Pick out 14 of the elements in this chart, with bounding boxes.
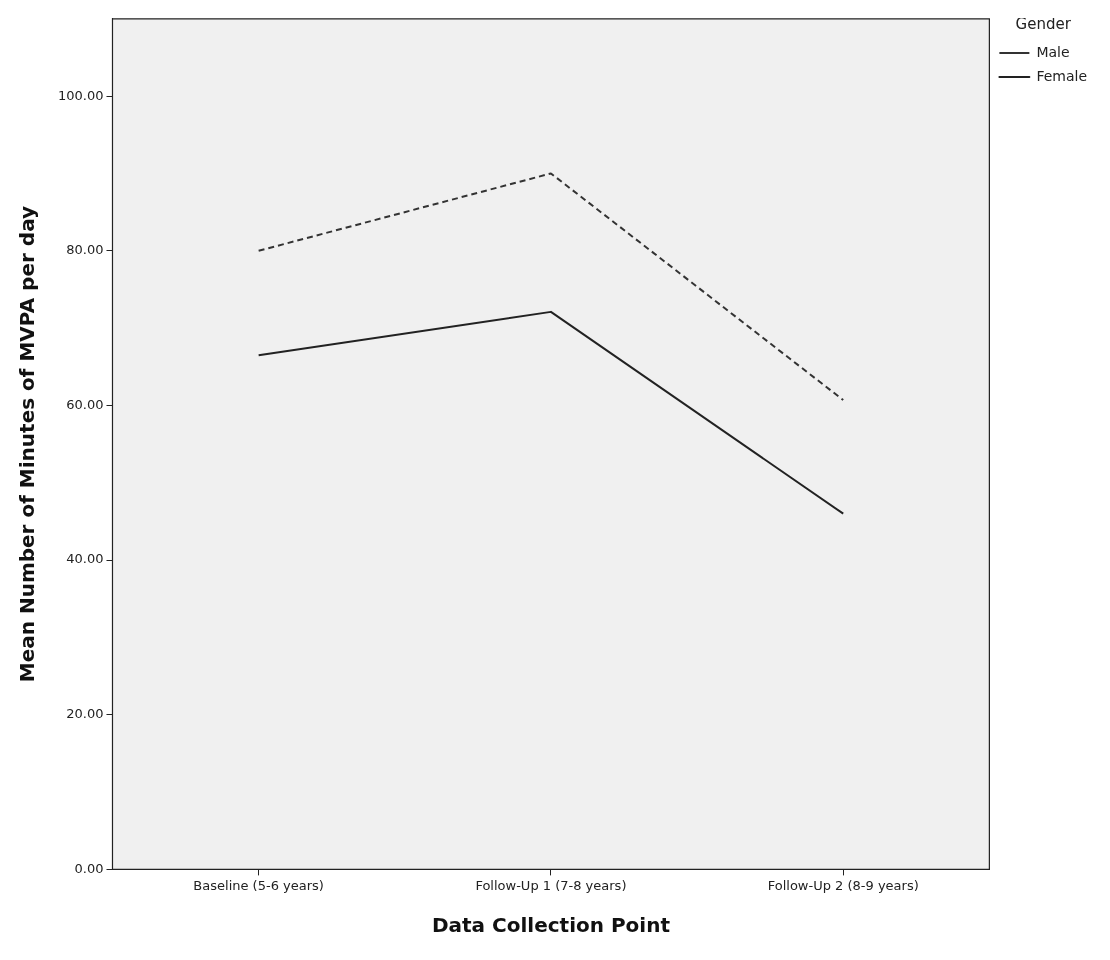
y-tick-label: 0.00 [74, 860, 104, 876]
legend-title: Gender [1015, 15, 1072, 34]
x-tick-label: Follow-Up 2 (8-9 years) [767, 877, 919, 893]
legend-label: Female [1036, 67, 1087, 84]
x-tick-label: Baseline (5-6 years) [193, 877, 324, 893]
x-axis-title: Data Collection Point [431, 913, 671, 938]
legend-label: Male [1036, 43, 1070, 60]
y-tick-label: 20.00 [66, 706, 104, 722]
x-tick-label: Follow-Up 1 (7-8 years) [475, 877, 627, 893]
y-tick-label: 100.00 [57, 87, 104, 103]
y-tick-label: 40.00 [66, 551, 104, 567]
y-tick-label: 80.00 [66, 242, 104, 258]
y-axis-title: Mean Number of Minutes of MVPA per day [15, 205, 40, 683]
y-tick-label: 60.00 [66, 396, 104, 412]
